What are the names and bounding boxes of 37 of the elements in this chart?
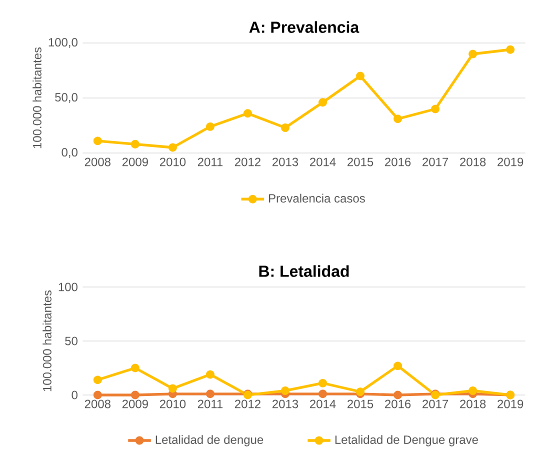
x-tick-label: 2019 (498, 400, 524, 408)
x-tick-label: 2014 (310, 400, 336, 408)
y-axis-title: 100.000 habitantes (32, 47, 42, 148)
x-tick-label: 2009 (122, 158, 148, 166)
x-tick-label: 2018 (460, 158, 486, 166)
chart-title: A: Prevalencia (249, 21, 360, 33)
x-tick-label: 2019 (498, 158, 524, 166)
legend-label: Prevalencia casos (269, 194, 365, 203)
x-tick-label: 2018 (460, 400, 486, 408)
x-tick-label: 2010 (160, 400, 186, 408)
y-tick-label: 0 (72, 390, 78, 400)
x-tick-label: 2012 (234, 400, 260, 408)
x-tick-label: 2008 (84, 158, 110, 166)
x-tick-label: 2011 (198, 400, 223, 408)
legend-label: Letalidad de dengue (156, 435, 264, 446)
chart-title: B: Letalidad (259, 265, 349, 277)
x-tick-label: 2017 (422, 400, 448, 408)
y-tick-label: 50 (65, 336, 78, 346)
x-tick-label: 2013 (272, 400, 298, 408)
x-tick-label: 2016 (385, 158, 411, 166)
x-tick-label: 2015 (348, 400, 374, 408)
x-tick-label: 2011 (198, 158, 223, 166)
x-tick-label: 2017 (422, 158, 448, 166)
x-tick-label: 2013 (272, 158, 298, 166)
y-tick-label: 100 (58, 282, 78, 292)
y-tick-label: 0,0 (62, 148, 78, 158)
y-tick-label: 100,0 (48, 38, 78, 48)
legend-label: Letalidad de Dengue grave (335, 435, 478, 446)
x-tick-label: 2008 (84, 400, 110, 408)
x-tick-label: 2010 (160, 158, 186, 166)
x-tick-label: 2016 (385, 400, 411, 408)
y-tick-label: 50,0 (55, 93, 78, 103)
x-tick-label: 2014 (310, 158, 336, 166)
x-tick-label: 2012 (234, 158, 260, 166)
x-tick-label: 2015 (348, 158, 374, 166)
y-axis-title: 100.000 habitantes (42, 290, 52, 392)
x-tick-label: 2009 (122, 400, 148, 408)
